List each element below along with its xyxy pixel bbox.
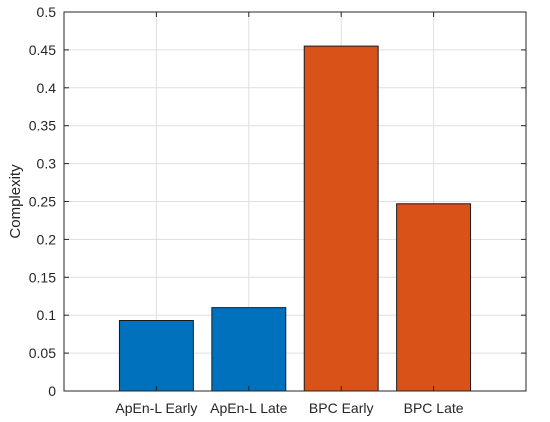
bar-apen-l-late <box>211 307 287 392</box>
bar-bpc-late <box>396 203 472 392</box>
y-tick-label: 0.25 <box>29 194 56 210</box>
y-tick-label: 0.5 <box>37 4 57 20</box>
x-tick-label: BPC Late <box>404 400 464 416</box>
y-tick-label: 0 <box>48 383 56 399</box>
x-tick-label: ApEn-L Early <box>115 400 197 416</box>
bar-apen-l-early <box>118 320 194 392</box>
y-tick-label: 0.4 <box>37 80 57 96</box>
y-tick-label: 0.1 <box>37 307 57 323</box>
y-tick-label: 0.2 <box>37 231 57 247</box>
y-tick-label: 0.45 <box>29 42 56 58</box>
x-axis-ticks: ApEn-L Early ApEn-L Late BPC Early BPC Late <box>115 12 464 416</box>
y-axis-ticks: 0 0.05 0.1 0.15 0.2 0.25 0.3 0.35 0.4 0.45 0.5 <box>29 4 526 399</box>
y-tick-label: 0.05 <box>29 345 56 361</box>
y-tick-label: 0.3 <box>37 156 57 172</box>
bar-bpc-early <box>303 45 379 392</box>
y-tick-label: 0.15 <box>29 269 56 285</box>
x-tick-label: BPC Early <box>309 400 374 416</box>
y-axis-label: Complexity <box>7 164 24 239</box>
y-tick-label: 0.35 <box>29 118 56 134</box>
bars <box>118 45 472 392</box>
x-tick-label: ApEn-L Late <box>210 400 288 416</box>
